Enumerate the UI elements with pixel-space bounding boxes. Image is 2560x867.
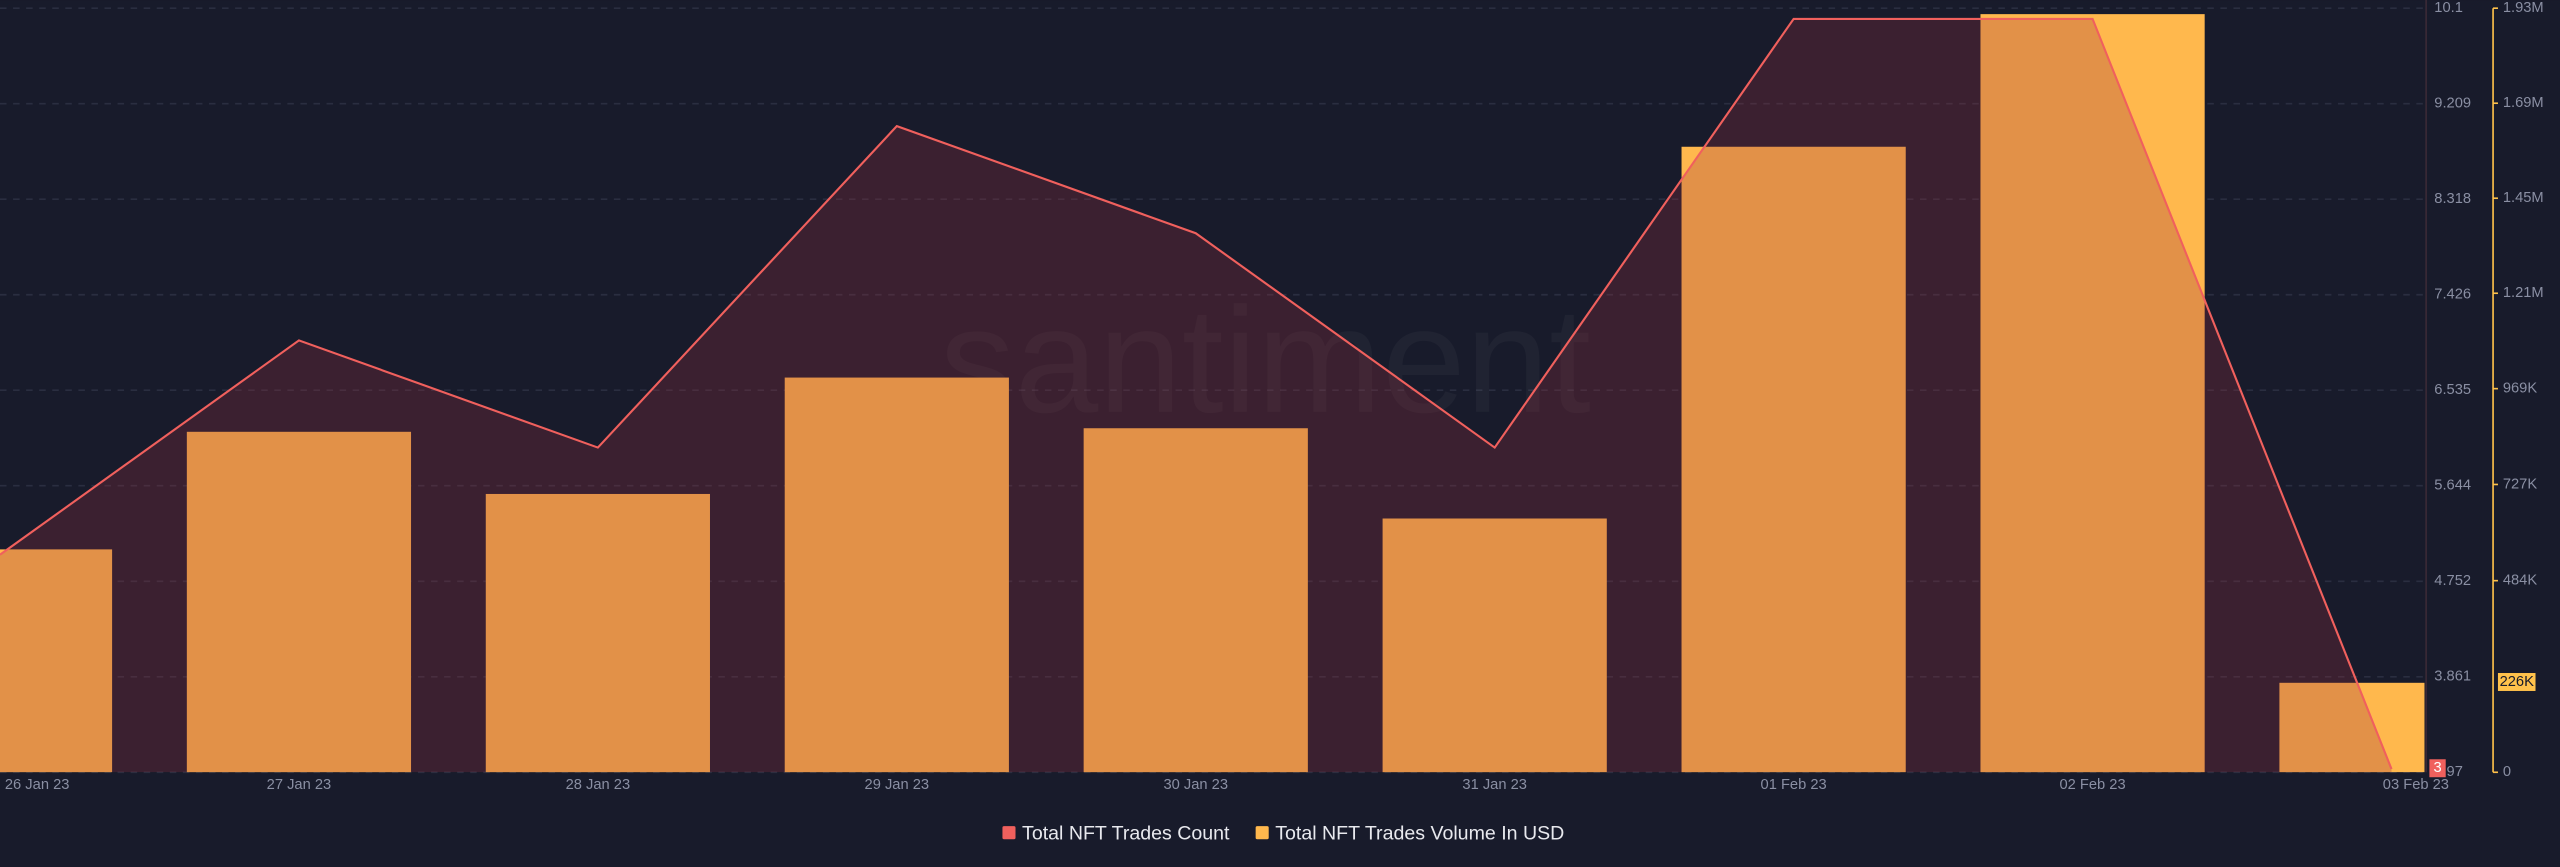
bar (2279, 682, 2425, 773)
plot-area (0, 14, 2425, 773)
legend-label: Total NFT Trades Count (1022, 822, 1230, 844)
x-tick-label: 02 Feb 23 (2059, 777, 2125, 793)
value-badge-label: 3 (2433, 760, 2441, 776)
value-badge (2497, 673, 2536, 691)
y-tick-label: 5.644 (2434, 478, 2471, 494)
x-tick-label: 30 Jan 23 (1163, 777, 1228, 793)
y-tick-label: 8.318 (2434, 191, 2471, 207)
x-tick-label: 27 Jan 23 (267, 777, 332, 793)
value-badge-label: 226K (2500, 674, 2535, 690)
y2-tick-label: 1.69M (2503, 95, 2544, 111)
y2-tick-label: 484K (2503, 573, 2538, 589)
line-area (0, 18, 2392, 773)
legend-swatch (1255, 826, 1269, 840)
bar (784, 377, 1009, 773)
y-tick-label: 6.535 (2434, 382, 2471, 398)
bar (1382, 518, 1607, 773)
y-tick-label: 3.861 (2434, 669, 2471, 685)
x-tick-label: 03 Feb 23 (2383, 777, 2449, 793)
y-tick-label: 9.209 (2434, 96, 2471, 112)
x-tick-label: 01 Feb 23 (1761, 777, 1827, 793)
legend-swatch (1002, 826, 1016, 840)
y2-tick-label: 1.21M (2503, 285, 2544, 301)
x-tick-label: 28 Jan 23 (566, 777, 631, 793)
line (0, 17, 2393, 770)
bar (1980, 14, 2205, 773)
value-badge (2429, 759, 2446, 778)
y2-tick-label: 0 (2503, 764, 2511, 780)
y2-tick-label: 1.45M (2503, 190, 2544, 206)
bar (0, 549, 113, 773)
x-tick-label: 31 Jan 23 (1462, 777, 1527, 793)
bar (186, 431, 412, 773)
y-tick-label: 4.752 (2434, 573, 2471, 589)
y-tick-label: 10.1 (2434, 0, 2463, 16)
bar (1083, 428, 1308, 773)
y2-tick-label: 727K (2503, 476, 2538, 492)
y-tick-label: 7.426 (2434, 287, 2471, 303)
legend-label: Total NFT Trades Volume In USD (1275, 822, 1564, 844)
y2-tick-label: 1.93M (2503, 0, 2544, 16)
y2-tick-label: 969K (2503, 381, 2538, 397)
x-tick-label: 29 Jan 23 (865, 777, 930, 793)
bar (485, 493, 710, 773)
axes: 2.973.8614.7525.6446.5357.4268.3189.2091… (5, 0, 2544, 793)
bar (1681, 146, 1906, 773)
x-tick-label: 26 Jan 23 (5, 777, 70, 793)
